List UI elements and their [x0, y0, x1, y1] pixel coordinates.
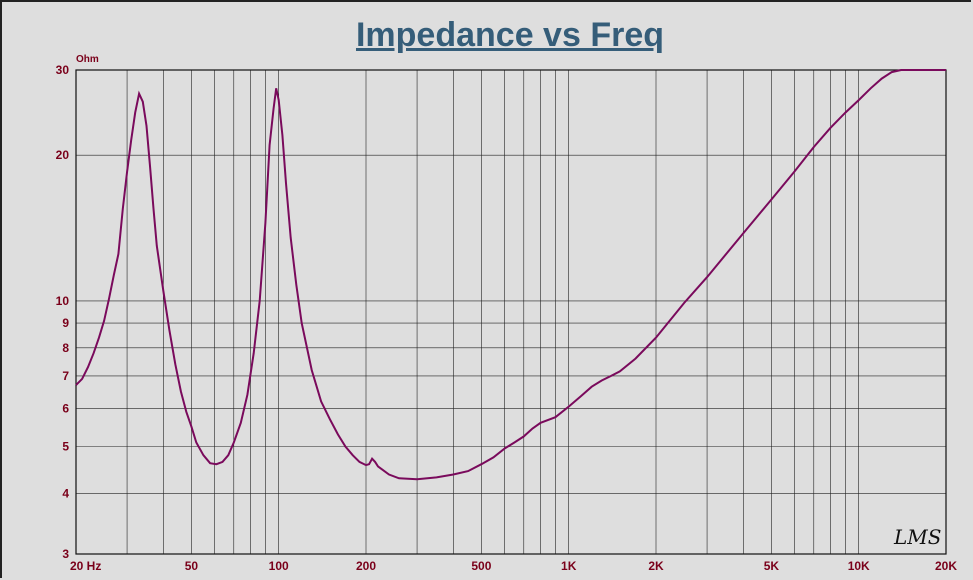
x-tick-labels: 20 Hz 50 100 200 500 1K 2K 5K 10K 20K	[70, 559, 957, 573]
y-axis-unit: Ohm	[76, 54, 99, 65]
x-tick-label: 20K	[935, 559, 957, 573]
y-tick-label: 6	[62, 401, 69, 415]
y-tick-label: 30	[56, 63, 70, 77]
x-tick-label: 50	[185, 559, 199, 573]
x-tick-label: 500	[471, 559, 491, 573]
y-tick-label: 3	[62, 547, 69, 561]
y-tick-label: 9	[62, 316, 69, 330]
x-tick-label: 100	[269, 559, 289, 573]
y-tick-label: 8	[62, 341, 69, 355]
plot-area	[75, 69, 947, 555]
x-tick-label: 1K	[561, 559, 577, 573]
y-tick-label: 20	[56, 148, 70, 162]
y-tick-label: 4	[62, 487, 69, 501]
x-tick-label: 200	[356, 559, 376, 573]
grid-lines	[76, 70, 946, 554]
y-tick-labels: 3 4 5 6 7 8 9 10 20 30	[56, 63, 70, 561]
lms-signature: LMS	[893, 525, 941, 549]
impedance-curve	[75, 69, 946, 481]
y-tick-label: 7	[62, 369, 69, 383]
x-tick-label: 2K	[648, 559, 664, 573]
x-tick-label: 5K	[764, 559, 780, 573]
y-tick-label: 5	[62, 440, 69, 454]
x-tick-label: 20 Hz	[70, 559, 101, 573]
x-tick-label: 10K	[848, 559, 870, 573]
y-tick-label: 10	[56, 294, 70, 308]
chart-title: Impedance vs Freq	[355, 16, 664, 54]
